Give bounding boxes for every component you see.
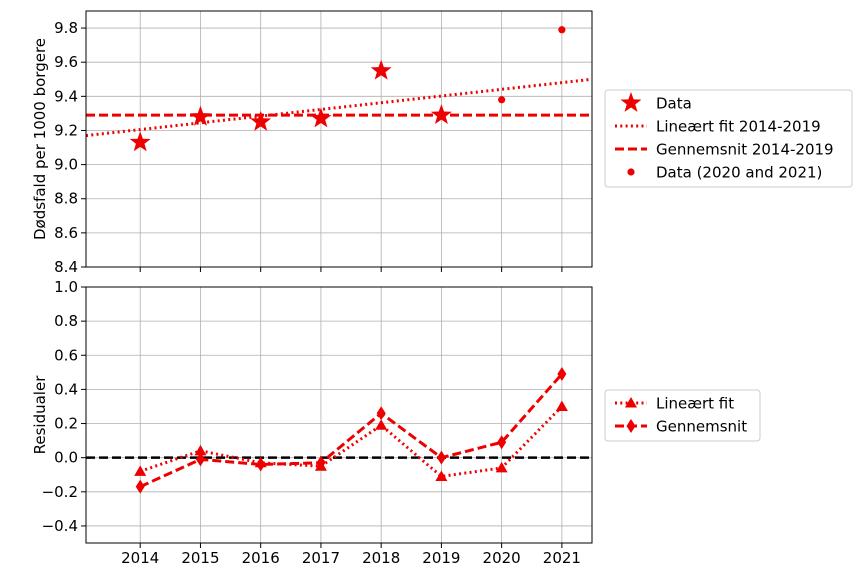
legend-label: Lineært fit (656, 395, 734, 413)
data-point-star (250, 110, 272, 131)
y-tick-label: 9.4 (54, 87, 78, 105)
data-point-diamond (316, 455, 326, 470)
data-point-diamond (256, 457, 266, 472)
y-tick-label: −0.2 (42, 483, 78, 501)
y-tick-label: −0.4 (42, 517, 78, 535)
bottom-y-axis-label: Residualer (31, 375, 49, 455)
bottom-y-ticks: −0.4 −0.2 0.0 0.2 0.4 0.6 0.8 1.0 (42, 278, 86, 535)
data-point-star (129, 131, 151, 152)
bottom-legend: Lineært fit Gennemsnit (604, 389, 761, 442)
y-tick-label: 0.2 (54, 415, 78, 433)
legend-item: Gennemsnit (615, 418, 747, 436)
data-point-diamond (135, 479, 145, 494)
top-axes-frame (85, 10, 593, 268)
y-tick-label: 9.6 (54, 53, 78, 71)
data-point-diamond (195, 452, 205, 467)
data-point-star (189, 105, 211, 126)
legend-frame (604, 89, 853, 188)
top-x-ticks (139, 267, 563, 272)
x-tick-label: 2014 (121, 549, 159, 567)
bottom-panel: −0.4−0.20.00.20.40.60.81.0 2014 2015 2016 2… (31, 278, 593, 567)
x-tick-label: 2017 (302, 549, 340, 567)
y-tick-label: 9.2 (54, 121, 78, 139)
y-tick-label: 8.8 (54, 190, 78, 208)
data-point-dot (558, 26, 566, 34)
x-tick-label: 2016 (242, 549, 280, 567)
bottom-axes-frame (85, 286, 593, 544)
x-tick-label: 2015 (181, 549, 219, 567)
top-y-ticks: 8.4 8.6 8.8 9.0 9.2 9.4 9.6 9.8 (54, 19, 86, 276)
x-tick-label: 2019 (422, 549, 460, 567)
legend-item: Data (2020 and 2021) (627, 164, 822, 182)
top-y-axis-label: Dødsfald per 1000 borgere (31, 38, 49, 240)
x-tick-label: 2021 (543, 549, 581, 567)
legend-label: Gennemsnit (656, 418, 747, 436)
y-tick-label: 0.8 (54, 312, 78, 330)
legend-diamond-marker (626, 419, 636, 433)
y-tick-label: 0.0 (54, 449, 78, 467)
data-point-triangle (375, 419, 388, 430)
legend-star-marker (620, 92, 642, 112)
legend-item: Lineært fit 2014-2019 (615, 118, 821, 136)
data-point-triangle (435, 470, 448, 481)
legend-item: Gennemsnit 2014-2019 (615, 141, 834, 159)
y-tick-label: 0.6 (54, 346, 78, 364)
top-gridlines (86, 11, 592, 268)
data-point-diamond (376, 406, 386, 421)
y-tick-label: 9.0 (54, 156, 78, 174)
legend-label: Gennemsnit 2014-2019 (656, 141, 834, 159)
legend-dot-marker (627, 168, 635, 176)
y-tick-label: 1.0 (54, 278, 78, 296)
y-tick-label: 8.4 (54, 258, 78, 276)
series-line-1 (139, 373, 564, 489)
legend-frame (604, 389, 761, 442)
y-tick-label: 9.8 (54, 19, 78, 37)
data-point-triangle (555, 400, 568, 411)
data-point-star (430, 104, 452, 125)
data-point-triangle (134, 465, 147, 476)
y-tick-label: 8.6 (54, 224, 78, 242)
legend-item: Lineært fit (615, 395, 734, 413)
bottom-series-layer (86, 367, 592, 494)
legend-label: Data (656, 95, 692, 113)
data-point-diamond (497, 435, 507, 450)
data-point-diamond (436, 450, 446, 465)
top-legend: Data Lineært fit 2014-2019 Gennemsnit 2014… (604, 89, 853, 188)
series-line-0 (139, 405, 563, 479)
bottom-x-ticks: 2014 2015 2016 2017 2018 2019 2020 2021 (121, 543, 581, 567)
legend-triangle-marker (625, 397, 637, 408)
data-point-star (310, 107, 332, 128)
legend-item: Data (620, 92, 692, 113)
legend-label: Lineært fit 2014-2019 (656, 118, 821, 136)
data-point-diamond (557, 367, 567, 382)
data-point-triangle (495, 461, 508, 473)
top-panel: 8.4 8.6 8.8 9.0 9.2 9.4 9.6 9.8 Dødsfald per 10… (31, 10, 593, 276)
x-tick-label: 2020 (483, 549, 521, 567)
y-tick-label: 0.4 (54, 380, 78, 398)
data-point-triangle (194, 444, 207, 456)
legend-label: Data (2020 and 2021) (656, 164, 822, 182)
top-series-layer (86, 26, 592, 152)
data-point-dot (498, 96, 506, 104)
series-line-1 (86, 77, 592, 138)
data-point-star (370, 59, 392, 80)
x-tick-label: 2018 (362, 549, 400, 567)
